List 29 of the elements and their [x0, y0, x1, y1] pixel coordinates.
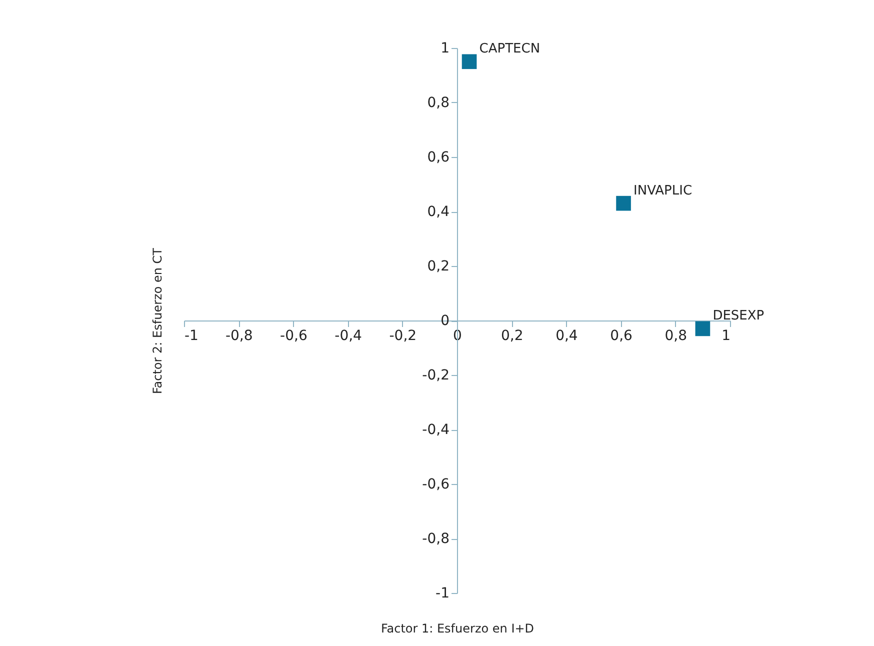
y-tick-label: -0,2	[422, 368, 450, 384]
annotation: INVAPLIC	[634, 183, 692, 198]
annotation: CAPTECN	[479, 42, 540, 57]
y-tick-label: 0,2	[427, 258, 450, 274]
y-tick-label: 1	[440, 40, 450, 56]
x-tick-label: -0,4	[334, 328, 362, 344]
point	[462, 54, 477, 70]
x-tick-label: -0,6	[280, 328, 308, 344]
y-tick-label: 0,8	[427, 95, 450, 111]
x-tick-label: -0,8	[225, 328, 253, 344]
y-tick-label: -0,8	[422, 531, 450, 547]
x-tick-label: -1	[184, 328, 198, 344]
x-axis-title: Factor 1: Esfuerzo en I+D	[380, 622, 534, 636]
x-tick-label: 0,8	[664, 328, 688, 344]
annotation: DESEXP	[712, 308, 764, 324]
point	[695, 321, 710, 336]
x-tick-label: 0,2	[500, 328, 524, 344]
y-tick-label: -0,6	[422, 476, 450, 492]
x-tick-label: 0,4	[556, 328, 578, 344]
y-axis-title: Factor 2: Esfuerzo en CT	[150, 247, 164, 394]
y-tick-label: -1	[436, 586, 450, 602]
y-tick-label: 0	[440, 313, 450, 329]
point	[616, 196, 631, 211]
x-tick-label: 1	[722, 328, 730, 344]
y-tick-label: -0,4	[422, 422, 450, 438]
x-tick-label: -0,2	[389, 328, 417, 344]
x-tick-label: 0,6	[610, 328, 633, 344]
y-tick-label: 0,4	[427, 204, 450, 220]
y-tick-label: 0,6	[427, 150, 450, 166]
